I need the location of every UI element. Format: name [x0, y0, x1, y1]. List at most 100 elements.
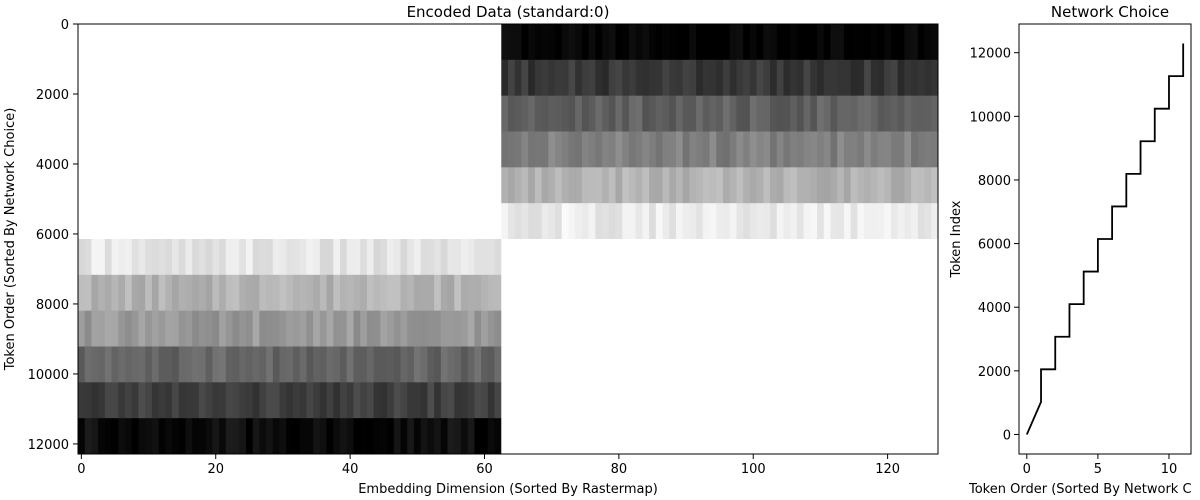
heatmap-cell — [185, 59, 193, 97]
heatmap-cell — [111, 274, 119, 312]
heatmap-cell — [232, 24, 240, 61]
heatmap-cell — [501, 382, 509, 419]
heatmap-cell — [756, 418, 764, 455]
heatmap-cell — [319, 131, 327, 168]
heatmap-cell — [904, 167, 912, 204]
heatmap-cell — [259, 59, 267, 97]
heatmap-cell — [810, 95, 818, 132]
heatmap-cell — [205, 131, 213, 168]
heatmap-cell — [266, 239, 274, 276]
heatmap-cell — [447, 203, 455, 240]
heatmap-cell — [649, 310, 657, 347]
heatmap-cell — [756, 95, 764, 132]
heatmap-cell — [817, 95, 825, 132]
heatmap-cell — [602, 382, 610, 419]
heatmap-cell — [521, 167, 529, 204]
network-choice-y-tick-label: 4000 — [978, 301, 1011, 316]
heatmap-cell — [696, 167, 704, 204]
heatmap-cell — [420, 24, 428, 61]
heatmap-cell — [104, 346, 112, 383]
heatmap-cell — [125, 346, 133, 383]
heatmap-cell — [561, 346, 569, 383]
heatmap-cell — [709, 24, 717, 61]
heatmap-cell — [313, 203, 321, 240]
heatmap-cell — [581, 24, 590, 61]
heatmap-cell — [400, 310, 408, 347]
heatmap-cell — [716, 310, 724, 347]
heatmap-cell — [286, 239, 294, 276]
heatmap-cell — [306, 310, 314, 347]
heatmap-cell — [615, 167, 623, 204]
heatmap-cell — [602, 346, 610, 383]
heatmap-cell — [373, 95, 381, 132]
heatmap-cell — [434, 131, 442, 168]
heatmap-cell — [366, 167, 375, 204]
heatmap-cell — [279, 382, 287, 419]
heatmap-cell — [487, 274, 495, 312]
heatmap-cell — [245, 346, 254, 383]
heatmap-cell — [857, 418, 865, 455]
heatmap-cell — [736, 382, 744, 419]
heatmap-cell — [131, 24, 139, 61]
heatmap-cell — [467, 59, 475, 97]
heatmap-cell — [870, 131, 878, 168]
heatmap-cell — [649, 203, 657, 240]
heatmap-cell — [420, 274, 428, 312]
heatmap-cell — [555, 239, 563, 276]
heatmap-cell — [293, 167, 301, 204]
heatmap-cell — [890, 59, 899, 97]
heatmap-cell — [420, 239, 428, 276]
heatmap-cell — [434, 346, 442, 383]
heatmap-cell — [568, 382, 576, 419]
heatmap-cell — [272, 346, 280, 383]
heatmap-cell — [514, 418, 522, 455]
heatmap-cell — [776, 239, 784, 276]
heatmap-cell — [702, 95, 710, 132]
heatmap-cell — [890, 274, 899, 312]
heatmap-cell — [823, 95, 831, 132]
heatmap-cell — [387, 239, 395, 276]
heatmap-cell — [649, 346, 657, 383]
heatmap-cell — [843, 95, 852, 132]
heatmap-cell — [649, 239, 657, 276]
heatmap-cell — [245, 131, 254, 168]
heatmap-cell — [487, 310, 495, 347]
heatmap-cell — [675, 203, 684, 240]
heatmap-cell — [682, 346, 690, 383]
heatmap-cell — [111, 346, 119, 383]
heatmap-cell — [864, 382, 872, 419]
heatmap-cell — [857, 167, 865, 204]
heatmap-cell — [198, 95, 207, 132]
heatmap-cell — [602, 95, 610, 132]
heatmap-cell — [286, 382, 294, 419]
heatmap-cell — [796, 239, 805, 276]
heatmap-cell — [272, 310, 280, 347]
heatmap-cell — [346, 418, 354, 455]
heatmap-cell — [931, 24, 939, 61]
heatmap-cell — [615, 310, 623, 347]
heatmap-cell — [225, 95, 233, 132]
heatmap-cell — [340, 310, 348, 347]
heatmap-cell — [172, 239, 180, 276]
heatmap-cell — [138, 24, 146, 61]
heatmap-cell — [125, 59, 133, 97]
heatmap-cell — [917, 346, 925, 383]
network-choice-x-axis: 0 5 10 — [1023, 454, 1177, 477]
heatmap-cell — [534, 131, 542, 168]
heatmap-cell — [219, 203, 227, 240]
heatmap-cell — [850, 346, 858, 383]
heatmap-cell — [803, 95, 811, 132]
heatmap-cell — [360, 167, 368, 204]
heatmap-cell — [575, 203, 583, 240]
heatmap-cell — [790, 310, 798, 347]
heatmap-cell — [870, 310, 878, 347]
heatmap-cell — [783, 418, 791, 455]
heatmap-cell — [293, 382, 301, 419]
heatmap-cell — [447, 239, 455, 276]
heatmap-cell — [145, 167, 153, 204]
heatmap-cell — [299, 167, 307, 204]
heatmap-cell — [870, 418, 878, 455]
heatmap-cell — [131, 59, 139, 97]
heatmap-cell — [675, 131, 684, 168]
heatmap-cell — [662, 59, 670, 97]
